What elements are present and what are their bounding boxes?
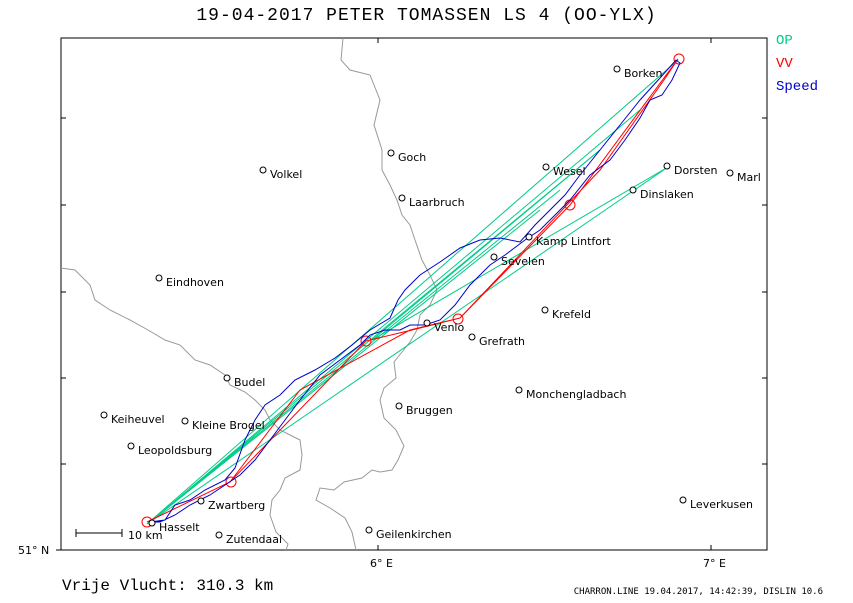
place-eindhoven: Eindhoven <box>166 276 224 289</box>
place-dorsten: Dorsten <box>674 164 718 177</box>
place-laarbruch: Laarbruch <box>409 196 465 209</box>
op-lines <box>146 59 679 525</box>
marker-dinslaken <box>629 186 637 194</box>
legend-op-label: OP <box>776 33 793 49</box>
y-tick-51n: 51° N <box>18 544 49 557</box>
software-info: CHARRON.LINE 19.04.2017, 14:42:39, DISLI… <box>573 587 823 597</box>
marker-sevelen <box>490 253 498 261</box>
marker-goch <box>387 149 395 157</box>
region-border-1 <box>60 267 303 551</box>
place-leopoldsburg: Leopoldsburg <box>138 444 212 457</box>
marker-zwartberg <box>197 497 205 505</box>
marker-borken <box>613 65 621 73</box>
marker-volkel <box>259 166 267 174</box>
country-border <box>315 37 438 551</box>
legend-speed: Speed <box>776 79 818 95</box>
place-sevelen: Sevelen <box>501 255 545 268</box>
vv-track <box>146 58 679 523</box>
marker-marl <box>726 169 734 177</box>
place-geilenkirchen: Geilenkirchen <box>376 528 452 541</box>
place-marl: Marl <box>737 171 761 184</box>
place-zutendaal: Zutendaal <box>226 533 282 546</box>
scale-bar-label: 10 km <box>128 529 163 542</box>
place-goch: Goch <box>398 151 426 164</box>
legend-op: OP <box>776 33 793 49</box>
legend-vv-label: VV <box>776 56 793 72</box>
place-markers: Borken Goch Volkel Wesel Dorsten Marl La… <box>100 65 761 546</box>
marker-geilenkirchen <box>365 526 373 534</box>
place-monchengladbach: Monchengladbach <box>526 388 626 401</box>
marker-bruggen <box>395 402 403 410</box>
place-bruggen: Bruggen <box>406 404 453 417</box>
turnpoint-circles <box>141 53 685 528</box>
marker-budel <box>223 374 231 382</box>
marker-krefeld <box>541 306 549 314</box>
speed-track <box>149 59 681 523</box>
marker-zutendaal <box>215 531 223 539</box>
marker-laarbruch <box>398 194 406 202</box>
place-volkel: Volkel <box>270 168 302 181</box>
place-budel: Budel <box>234 376 265 389</box>
marker-kamp-lintfort <box>525 233 533 241</box>
place-borken: Borken <box>624 67 663 80</box>
place-venlo: Venlo <box>434 321 464 334</box>
marker-kleine-brogel <box>181 417 189 425</box>
legend-speed-label: Speed <box>776 79 819 95</box>
marker-monchengladbach <box>515 386 523 394</box>
x-tick-6e: 6° E <box>370 557 393 570</box>
place-leverkusen: Leverkusen <box>690 498 753 511</box>
scale-bar <box>75 529 123 537</box>
place-krefeld: Krefeld <box>552 308 591 321</box>
marker-venlo <box>423 319 431 327</box>
axis-ticks <box>56 38 767 551</box>
free-flight-distance: Vrije Vlucht: 310.3 km <box>62 577 274 595</box>
marker-eindhoven <box>155 274 163 282</box>
legend-vv: VV <box>776 56 793 72</box>
place-grefrath: Grefrath <box>479 335 525 348</box>
marker-leverkusen <box>679 496 687 504</box>
place-keiheuvel: Keiheuvel <box>111 413 165 426</box>
place-kleine-brogel: Kleine Brogel <box>192 419 265 432</box>
marker-keiheuvel <box>100 411 108 419</box>
flight-title: 19-04-2017 PETER TOMASSEN LS 4 (OO-YLX) <box>196 6 657 26</box>
place-hasselt: Hasselt <box>159 521 200 534</box>
map-frame <box>60 37 768 551</box>
marker-hasselt <box>148 519 156 527</box>
marker-dorsten <box>663 162 671 170</box>
x-tick-7e: 7° E <box>703 557 726 570</box>
marker-grefrath <box>468 333 476 341</box>
marker-leopoldsburg <box>127 442 135 450</box>
place-wesel: Wesel <box>553 165 586 178</box>
marker-wesel <box>542 163 550 171</box>
place-dinslaken: Dinslaken <box>640 188 694 201</box>
place-zwartberg: Zwartberg <box>208 499 265 512</box>
place-kamp-lintfort: Kamp Lintfort <box>536 235 612 248</box>
